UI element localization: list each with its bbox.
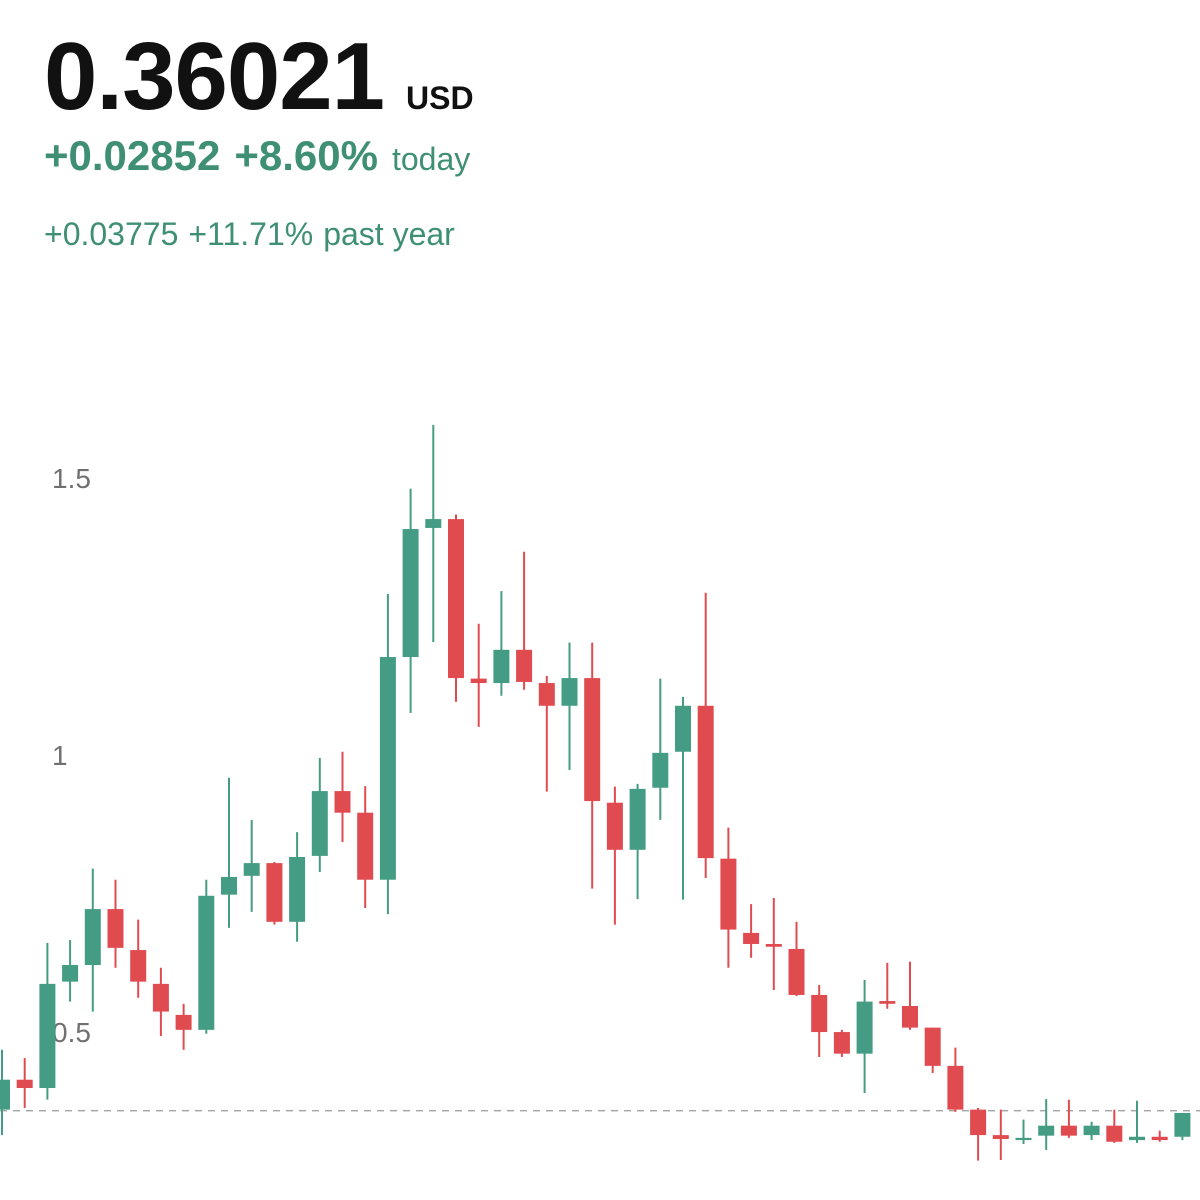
year-change-value: +0.03775: [44, 216, 179, 252]
candle-body: [879, 1001, 896, 1004]
today-change-value: +0.02852: [44, 132, 221, 179]
candle-body: [947, 1065, 964, 1110]
candle-body: [84, 909, 101, 966]
candle-body: [1083, 1125, 1100, 1136]
candle-body: [561, 678, 578, 706]
candle-body: [765, 943, 782, 947]
candle-body: [0, 1079, 10, 1110]
candle-body: [107, 909, 124, 948]
today-change: +0.02852 +8.60% today: [44, 132, 470, 180]
candle-body: [811, 994, 828, 1033]
candle-body: [1038, 1125, 1055, 1136]
candle-body: [629, 788, 646, 850]
y-tick-label: 0.5: [52, 1017, 91, 1048]
candle-body: [1129, 1136, 1145, 1141]
candle-body: [1174, 1112, 1191, 1137]
candle-body: [970, 1109, 987, 1136]
candle-body: [448, 519, 464, 679]
candle-body: [1060, 1125, 1077, 1136]
candle-body: [130, 950, 147, 982]
candle-body: [493, 649, 510, 684]
candle-body: [289, 857, 306, 922]
candle-body: [652, 752, 669, 788]
candle-body: [584, 678, 601, 802]
candle-body: [902, 1006, 918, 1028]
year-label: past year: [323, 216, 455, 252]
candle-body: [606, 802, 623, 850]
candle-body: [743, 932, 760, 944]
candle-body: [992, 1135, 1009, 1139]
y-tick-label: 1.5: [52, 463, 91, 494]
candle-body: [856, 1001, 873, 1054]
currency: USD: [406, 80, 474, 116]
candle-body: [1106, 1125, 1123, 1142]
candle-body: [516, 649, 533, 682]
candle-body: [62, 965, 79, 982]
candle-body: [334, 791, 351, 813]
candle-body: [16, 1079, 33, 1089]
candle-body: [379, 657, 396, 880]
candle-body: [311, 791, 328, 856]
candle-body: [198, 895, 215, 1030]
candle-body: [402, 529, 419, 658]
y-tick-label: 1: [52, 740, 68, 771]
candle-body: [470, 678, 487, 684]
price: 0.36021: [44, 23, 385, 130]
year-change: +0.03775 +11.71% past year: [44, 216, 465, 253]
candle-body: [538, 683, 555, 706]
year-change-percent: +11.71%: [188, 216, 314, 252]
candle-body: [1015, 1137, 1032, 1141]
candle-body: [697, 705, 714, 859]
candle-body: [221, 876, 237, 895]
candle-body: [266, 863, 283, 922]
candle-body: [152, 983, 169, 1012]
candle-body: [39, 983, 56, 1089]
candle-body: [788, 948, 805, 995]
candle-body: [924, 1027, 941, 1066]
price-row: 0.36021 USD: [44, 22, 474, 132]
candle-body: [175, 1014, 192, 1030]
candle-body: [357, 812, 374, 880]
candle-body: [1151, 1136, 1168, 1141]
today-label: today: [391, 141, 471, 177]
candle-body: [675, 705, 691, 752]
candle-body: [425, 519, 442, 528]
candle-body: [243, 863, 260, 876]
today-change-percent: +8.60%: [234, 132, 378, 179]
candle-body: [720, 858, 737, 930]
candle-body: [833, 1032, 850, 1054]
